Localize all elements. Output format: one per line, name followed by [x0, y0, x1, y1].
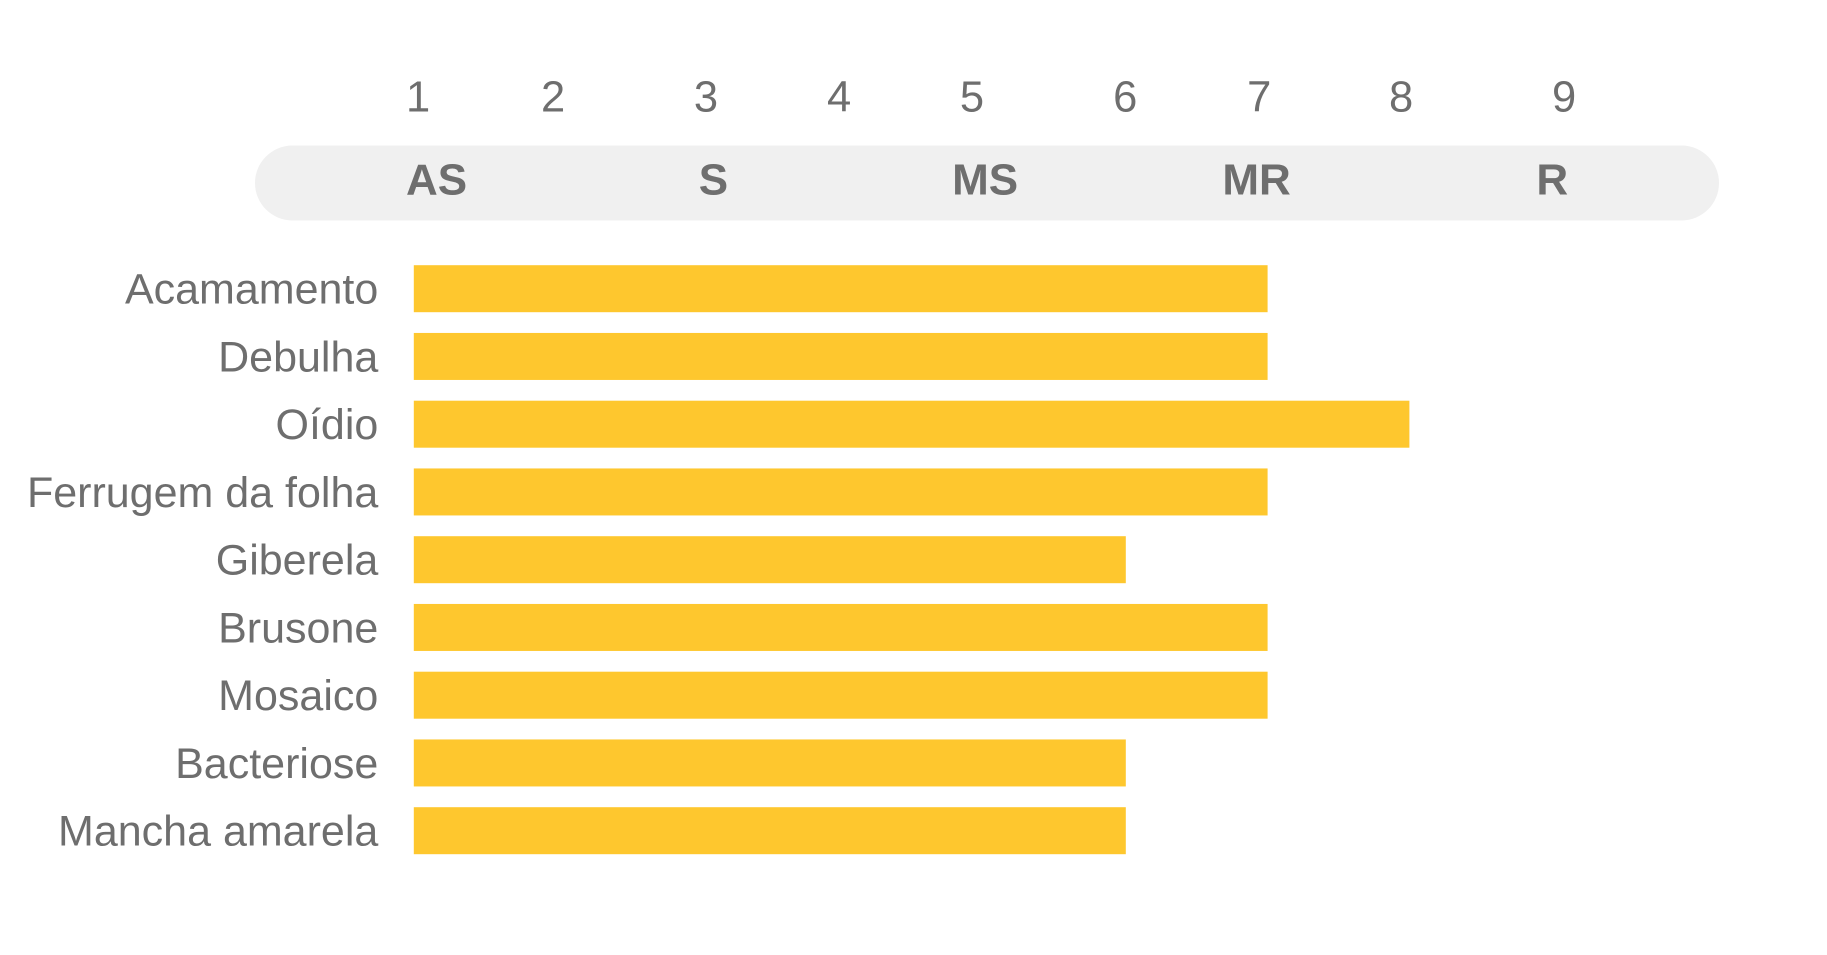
svg-text:3: 3	[694, 74, 718, 122]
svg-text:6: 6	[1113, 74, 1137, 122]
svg-text:7: 7	[1247, 74, 1271, 122]
svg-text:Oídio: Oídio	[276, 401, 379, 449]
svg-text:Acamamento: Acamamento	[125, 266, 378, 314]
svg-text:Mancha amarela: Mancha amarela	[58, 808, 378, 856]
svg-text:1: 1	[406, 74, 430, 122]
svg-text:AS: AS	[406, 156, 467, 205]
svg-text:Ferrugem da folha: Ferrugem da folha	[27, 469, 378, 517]
svg-text:R: R	[1536, 156, 1568, 205]
svg-text:9: 9	[1552, 74, 1576, 122]
svg-text:Debulha: Debulha	[218, 333, 378, 381]
svg-text:Giberela: Giberela	[216, 537, 379, 585]
svg-text:Bacteriose: Bacteriose	[175, 740, 378, 788]
svg-text:8: 8	[1389, 74, 1413, 122]
svg-text:Mosaico: Mosaico	[218, 672, 378, 720]
svg-text:5: 5	[960, 74, 984, 122]
svg-text:Brusone: Brusone	[218, 604, 378, 652]
svg-text:4: 4	[827, 74, 851, 122]
svg-text:2: 2	[541, 74, 565, 122]
svg-text:MS: MS	[952, 156, 1018, 205]
svg-text:MR: MR	[1222, 156, 1290, 205]
svg-text:S: S	[699, 156, 728, 205]
